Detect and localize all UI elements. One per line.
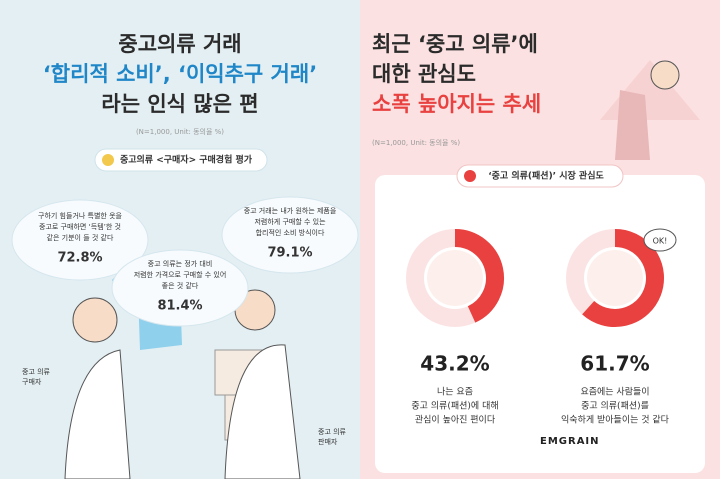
title-line: 중고의류 거래 — [118, 32, 241, 56]
card — [375, 175, 705, 473]
badge-icon — [102, 154, 114, 166]
brand: EMGRAIN — [540, 436, 600, 447]
cloud — [111, 249, 249, 327]
bubble-text: 합리적인 소비 방식이다 — [256, 228, 325, 237]
bubble-text: 중고로 구매하면 ‘득템’한 것 — [39, 222, 121, 231]
badge-text: 중고의류 <구매자> 구매경험 평가 — [120, 154, 253, 166]
person-body — [64, 349, 131, 479]
role-label: 판매자 — [318, 437, 338, 446]
title-line: 대한 관심도 — [372, 62, 476, 86]
bubble-text: 저렴한 가격으로 구매할 수 있어 — [134, 270, 227, 279]
stat-text: 중고 의류(패션)를 — [581, 401, 649, 412]
donut-arc — [582, 229, 664, 327]
badge-text: ‘중고 의류(패션)’ 시장 관심도 — [488, 170, 604, 182]
donut-arc — [454, 229, 504, 323]
face — [427, 250, 483, 306]
note: (N=1,000, Unit: 동의율 %) — [136, 127, 224, 136]
person-head — [72, 297, 118, 343]
stat-value: 43.2% — [420, 352, 489, 376]
stat-text: 익숙하게 받아들이는 것 같다 — [561, 414, 670, 426]
role-label: 중고 의류 — [22, 367, 51, 376]
title-line: 라는 인식 많은 편 — [101, 92, 258, 116]
dress — [615, 90, 650, 160]
note: (N=1,000, Unit: 동의율 %) — [372, 138, 460, 147]
bubble-value: 81.4% — [157, 299, 202, 314]
bubble-text: 중고 의류는 정가 대비 — [148, 259, 213, 268]
badge — [456, 164, 624, 188]
speech-bubble — [643, 228, 677, 252]
role-label: 구매자 — [22, 377, 42, 386]
bubble-text: 저렴하게 구매할 수 있는 — [254, 217, 326, 226]
badge — [94, 148, 268, 172]
bubble-text: 좋은 것 같다 — [162, 281, 199, 290]
stat-text: 요즘에는 사람들이 — [580, 386, 649, 398]
person-body — [224, 344, 301, 479]
bubble-text: 같은 기분이 들 것 같다 — [47, 233, 114, 242]
badge-icon — [464, 170, 476, 182]
stat-value: 61.7% — [580, 352, 649, 376]
person-head — [650, 60, 680, 90]
role-label: 중고 의류 — [318, 427, 347, 436]
speech-text: OK! — [653, 237, 668, 246]
cloud — [11, 199, 149, 281]
title-line: 소폭 높아지는 추세 — [372, 92, 541, 116]
bubble-text: 중고 거래는 내가 원하는 제품을 — [244, 206, 337, 215]
title-line: ‘합리적 소비’, ‘이익추구 거래’ — [43, 62, 317, 86]
bubble-value: 79.1% — [267, 246, 312, 261]
stat-text: 관심이 높아진 편이다 — [415, 414, 496, 426]
bubble-value: 72.8% — [57, 251, 102, 266]
bubble-text: 구하기 힘들거나 특별한 옷을 — [38, 211, 123, 220]
face — [587, 250, 643, 306]
cloud — [221, 196, 359, 274]
stat-text: 나는 요즘 — [437, 387, 473, 398]
stat-text: 중고 의류(패션)에 대해 — [411, 401, 498, 412]
title-line: 최근 ‘중고 의류’에 — [372, 32, 538, 56]
